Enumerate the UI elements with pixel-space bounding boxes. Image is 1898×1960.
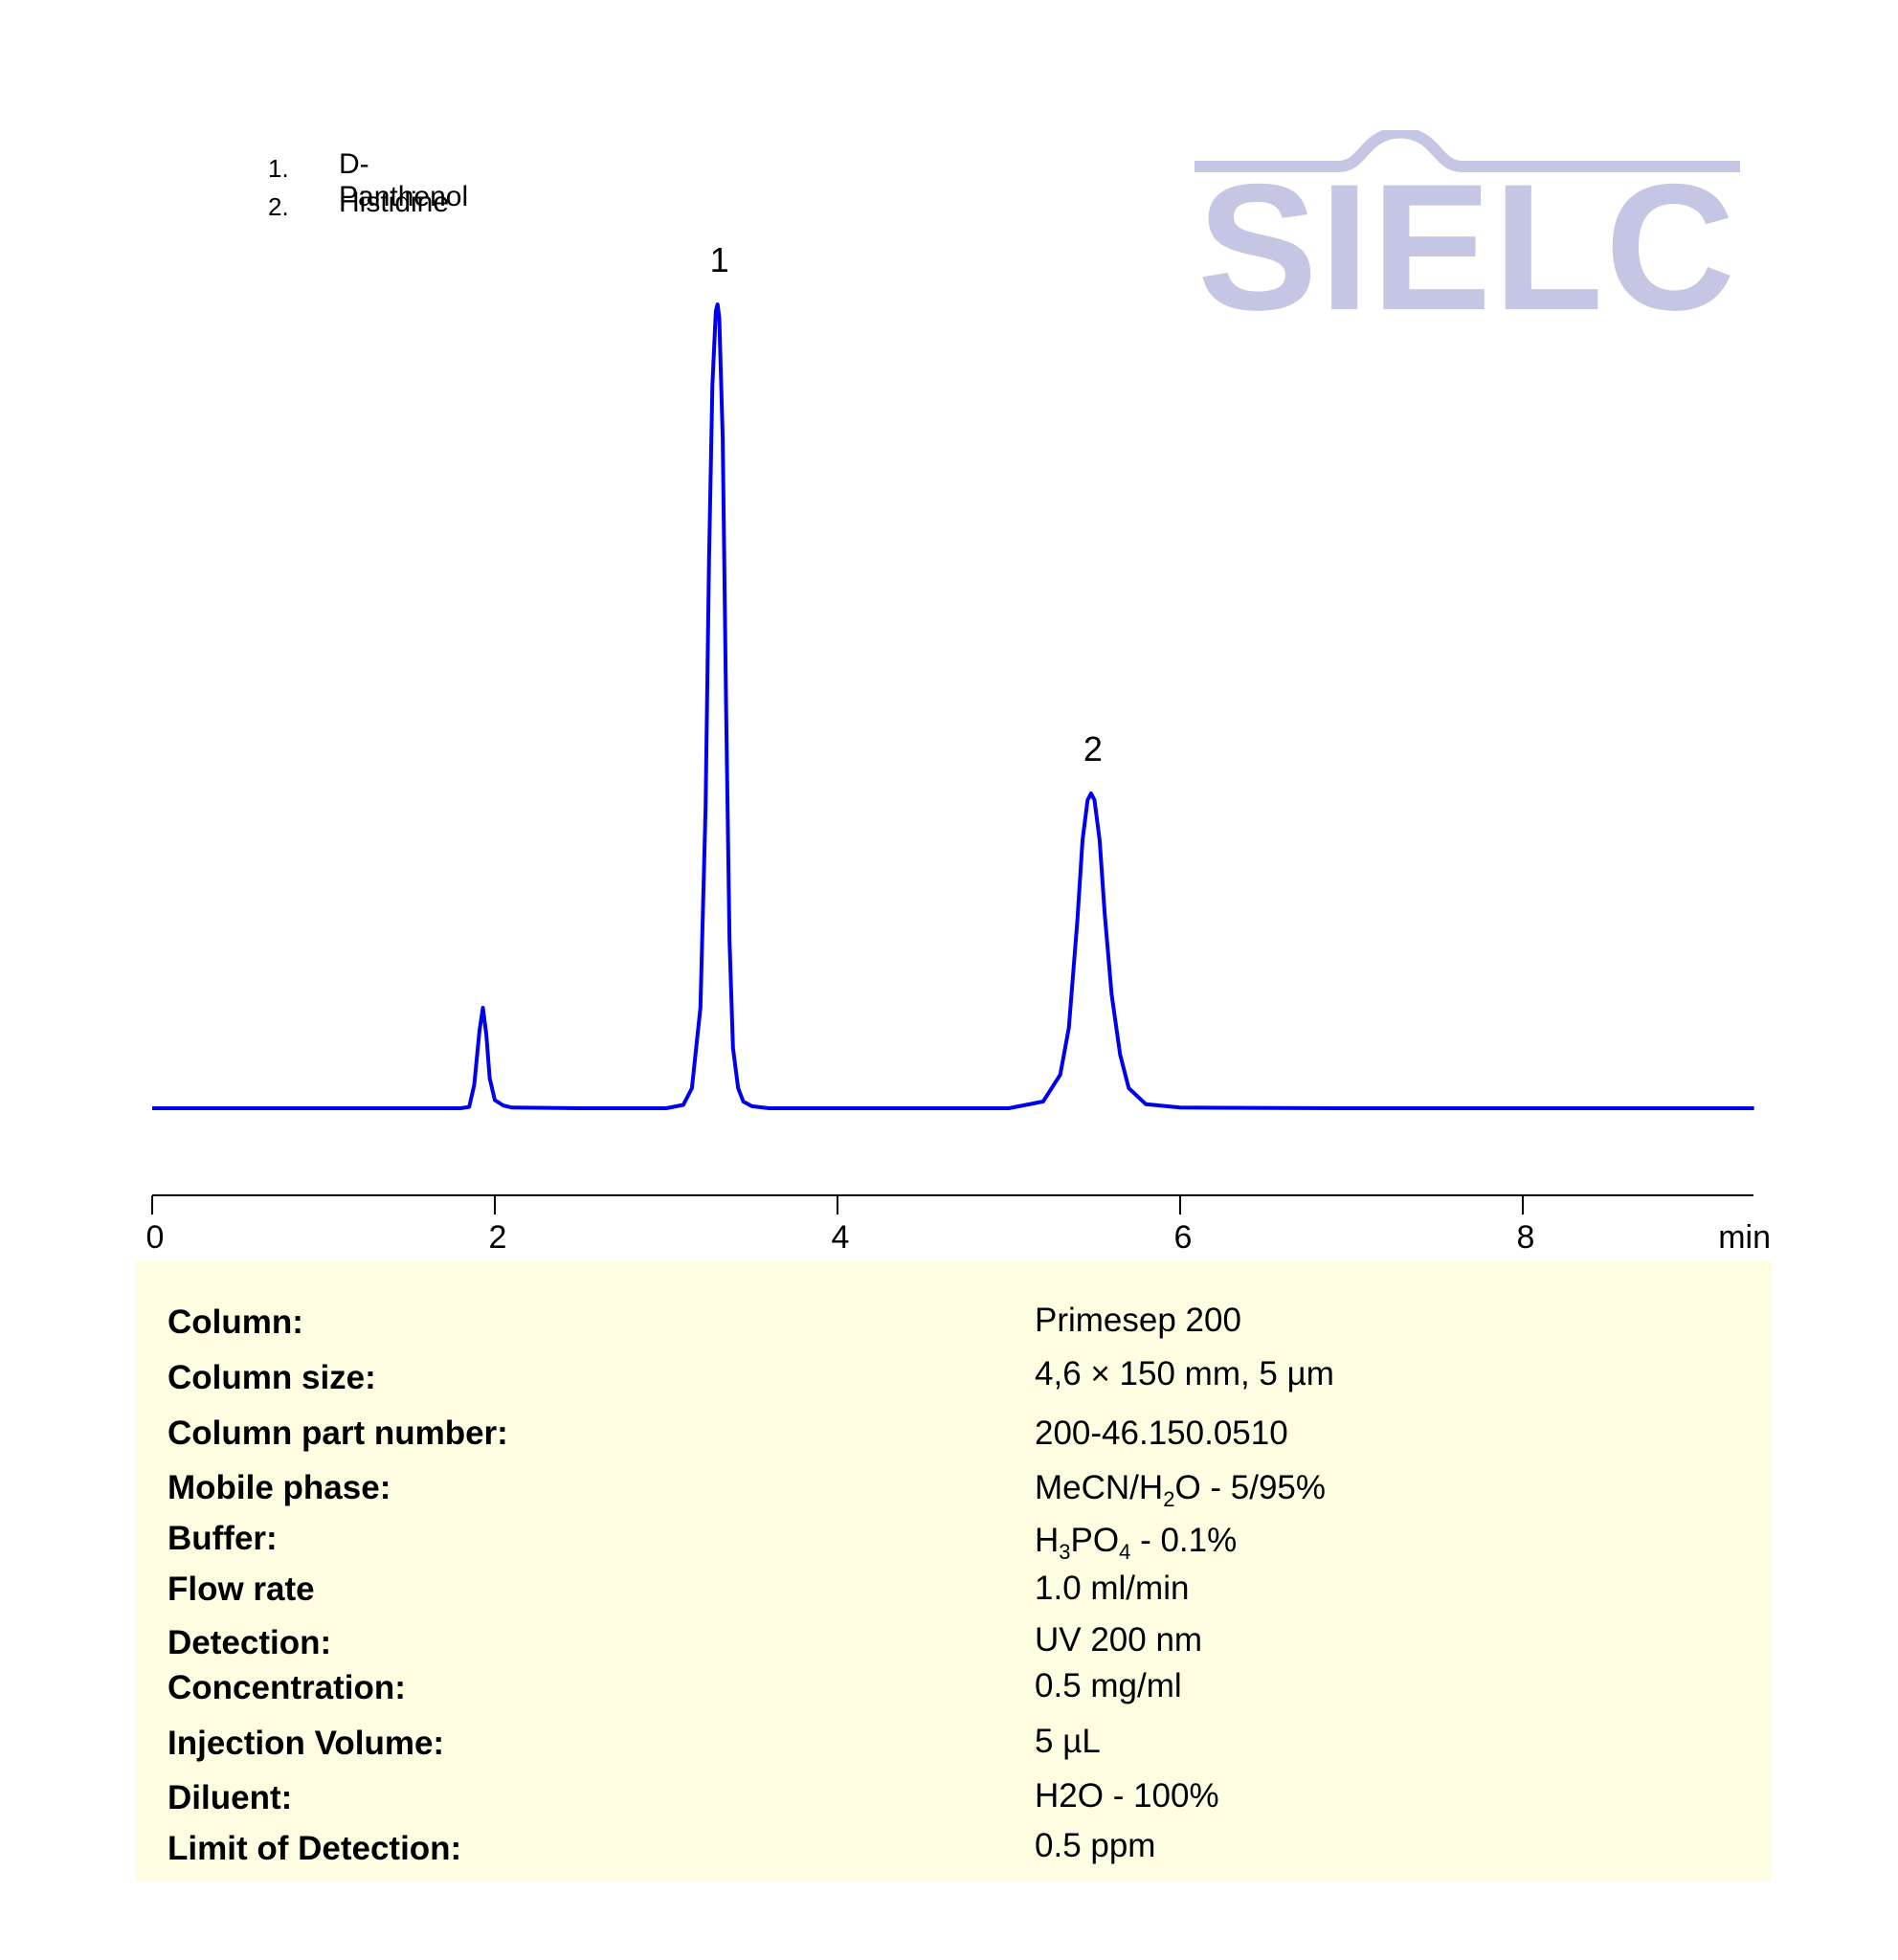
condition-value: 5 µL (1035, 1723, 1101, 1760)
condition-value: MeCN/H2O - 5/95% (1035, 1469, 1327, 1511)
condition-value: 4,6 × 150 mm, 5 µm (1035, 1355, 1334, 1392)
legend-name: D-Panthenol (339, 148, 469, 212)
chromatogram-chart: 0 2 4 6 8 min 12 (146, 240, 1771, 1256)
condition-label: Detection: (167, 1624, 332, 1661)
legend-number: 1. (268, 154, 289, 183)
condition-label: Mobile phase: (167, 1469, 391, 1506)
sielc-logo: SIELC (1195, 130, 1740, 350)
condition-value: 0.5 mg/ml (1035, 1667, 1182, 1704)
condition-row: Column: Primesep 200 (135, 1261, 1772, 1341)
chromatogram-trace (152, 302, 1754, 1110)
x-axis-label: min (1718, 1219, 1771, 1256)
condition-value: Primesep 200 (1035, 1302, 1241, 1339)
condition-label: Flow rate (167, 1570, 315, 1608)
condition-label: Column part number: (167, 1414, 508, 1452)
condition-label: Diluent: (167, 1779, 293, 1816)
condition-value: H2O - 100% (1035, 1777, 1219, 1815)
condition-label: Column size: (167, 1359, 376, 1396)
condition-label: Concentration: (167, 1669, 406, 1706)
subscript: 3 (1059, 1540, 1071, 1564)
legend-name: Histidine (339, 187, 450, 218)
condition-label: Buffer: (167, 1520, 278, 1557)
condition-value: 1.0 ml/min (1035, 1570, 1190, 1607)
condition-label: Injection Volume: (167, 1725, 445, 1762)
peak-label: 1 (710, 240, 729, 279)
x-tick-label: 8 (1517, 1219, 1535, 1256)
condition-row: Limit of Detection: 0.5 ppm (135, 1261, 1772, 1867)
subscript: 2 (1163, 1487, 1175, 1511)
logo-wordmark: SIELC (1197, 146, 1737, 347)
condition-value: 0.5 ppm (1035, 1827, 1156, 1864)
condition-row: Concentration: 0.5 mg/ml (135, 1261, 1772, 1706)
condition-label: Column: (167, 1303, 303, 1341)
x-tick-label: 6 (1174, 1219, 1193, 1256)
x-tick-label: 2 (489, 1219, 507, 1256)
condition-row: Flow rate 1.0 ml/min (135, 1261, 1772, 1608)
condition-row: Mobile phase: MeCN/H2O - 5/95% (135, 1261, 1772, 1511)
x-tick-label: 4 (832, 1219, 850, 1256)
logo-swoosh (1195, 130, 1740, 172)
x-axis: 0 2 4 6 8 min (146, 1194, 1771, 1256)
method-conditions-panel: Column: Primesep 200 Column size: 4,6 × 150… (135, 1261, 1772, 1882)
condition-value: 200-46.150.0510 (1035, 1414, 1288, 1452)
condition-row: Column size: 4,6 × 150 mm, 5 µm (135, 1261, 1772, 1396)
condition-value: UV 200 nm (1035, 1621, 1203, 1659)
x-tick-label: 0 (146, 1219, 165, 1256)
peak-label: 2 (1083, 729, 1103, 768)
peak-labels: 12 (710, 240, 1103, 768)
condition-row: Buffer: H3PO4 - 0.1% (135, 1261, 1772, 1564)
condition-value: H3PO4 - 0.1% (1035, 1522, 1238, 1564)
condition-row: Injection Volume: 5 µL (135, 1261, 1772, 1762)
series-line (152, 302, 1754, 1110)
subscript: 4 (1119, 1540, 1131, 1564)
condition-row: Detection: UV 200 nm (135, 1261, 1772, 1661)
condition-row: Column part number: 200-46.150.0510 (135, 1261, 1772, 1452)
condition-row: Diluent: H2O - 100% (135, 1261, 1772, 1816)
legend-number: 2. (268, 192, 289, 221)
condition-label: Limit of Detection: (167, 1830, 462, 1867)
